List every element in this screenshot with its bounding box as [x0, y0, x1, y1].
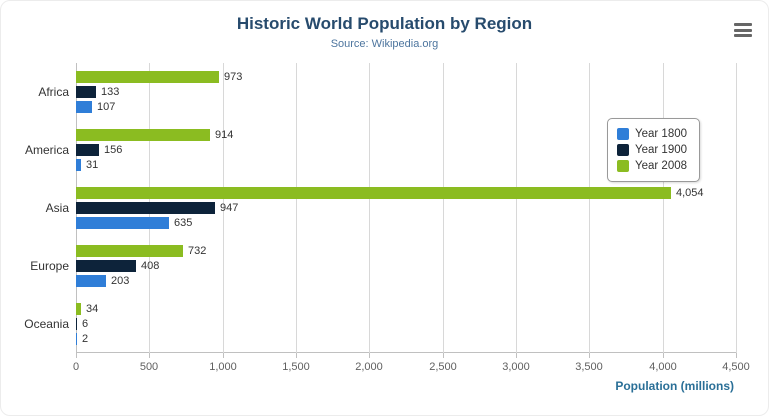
bar-value-label: 133 — [101, 86, 120, 98]
bar-value-label: 973 — [224, 71, 243, 83]
bar-value-label: 107 — [97, 101, 116, 113]
hamburger-icon[interactable] — [732, 21, 754, 39]
legend-item-year-1900[interactable]: Year 1900 — [617, 142, 687, 158]
x-axis-title: Population (millions) — [615, 379, 734, 393]
bar-europe-year-1900[interactable] — [76, 260, 136, 272]
x-tick-mark — [736, 353, 737, 358]
x-tick-label: 4,000 — [649, 361, 677, 373]
hamburger-bar — [734, 28, 752, 32]
bar-oceania-year-1800[interactable] — [76, 333, 77, 345]
y-category-label-oceania: Oceania — [24, 317, 69, 331]
bar-value-label: 635 — [174, 217, 193, 229]
bar-value-label: 6 — [82, 318, 89, 330]
legend-label: Year 2008 — [635, 160, 688, 172]
legend-swatch-icon — [617, 128, 629, 140]
x-tick-label: 1,000 — [209, 361, 237, 373]
bar-america-year-2008[interactable] — [76, 129, 210, 141]
x-tick-mark — [149, 353, 150, 358]
x-tick-mark — [369, 353, 370, 358]
hamburger-bar — [734, 34, 752, 37]
gridline — [223, 63, 224, 353]
legend-swatch-icon — [617, 160, 629, 172]
bar-africa-year-1900[interactable] — [76, 86, 96, 98]
legend-label: Year 1900 — [635, 144, 688, 156]
legend-swatch-icon — [617, 144, 629, 156]
bar-asia-year-1900[interactable] — [76, 202, 215, 214]
bar-europe-year-2008[interactable] — [76, 245, 183, 257]
legend-label: Year 1800 — [635, 128, 688, 140]
plot-area: 0 500 1,000 1,500 2,000 2,500 3,000 3,500 4,000 4… — [73, 63, 750, 373]
x-tick-label: 0 — [72, 361, 80, 373]
x-tick-mark — [589, 353, 590, 358]
x-tick-label: 4,500 — [722, 361, 750, 373]
legend: Year 1800 Year 1900 Year 2008 — [607, 118, 701, 182]
gridline — [736, 63, 737, 353]
x-tick-label: 3,500 — [575, 361, 603, 373]
x-tick-label: 2,000 — [355, 361, 383, 373]
gridline — [663, 63, 664, 353]
bar-value-label: 408 — [141, 260, 160, 272]
gridline — [589, 63, 590, 353]
gridline — [296, 63, 297, 353]
x-tick-label: 2,500 — [429, 361, 457, 373]
bar-value-label: 4,054 — [676, 187, 704, 199]
y-category-label-europe: Europe — [30, 259, 69, 273]
bar-africa-year-2008[interactable] — [76, 71, 219, 83]
legend-item-year-1800[interactable]: Year 1800 — [617, 126, 687, 142]
x-tick-mark — [296, 353, 297, 358]
bar-oceania-year-2008[interactable] — [76, 303, 81, 315]
x-tick-mark — [663, 353, 664, 358]
x-tick-mark — [443, 353, 444, 358]
bar-value-label: 914 — [215, 129, 234, 141]
bar-value-label: 203 — [111, 275, 130, 287]
x-tick-label: 500 — [139, 361, 159, 373]
bar-value-label: 34 — [86, 303, 99, 315]
chart-subtitle: Source: Wikipedia.org — [330, 38, 439, 50]
y-category-label-america: America — [24, 143, 69, 157]
bar-value-label: 732 — [188, 245, 207, 257]
x-tick-mark — [516, 353, 517, 358]
gridline — [443, 63, 444, 353]
bar-asia-year-1800[interactable] — [76, 217, 169, 229]
x-tick-mark — [223, 353, 224, 358]
x-tick-label: 1,500 — [282, 361, 310, 373]
bar-value-label: 156 — [104, 144, 123, 156]
bar-value-label: 31 — [86, 159, 99, 171]
y-category-label-asia: Asia — [45, 201, 69, 215]
bar-europe-year-1800[interactable] — [76, 275, 106, 287]
bar-oceania-year-1900[interactable] — [76, 318, 77, 330]
bar-asia-year-2008[interactable] — [76, 187, 671, 199]
x-tick-label: 3,000 — [502, 361, 530, 373]
bar-value-label: 2 — [82, 333, 89, 345]
y-category-label-africa: Africa — [38, 85, 69, 99]
legend-item-year-2008[interactable]: Year 2008 — [617, 158, 687, 174]
bar-value-label: 947 — [220, 202, 239, 214]
bar-america-year-1800[interactable] — [76, 159, 81, 171]
gridline — [369, 63, 370, 353]
bar-africa-year-1800[interactable] — [76, 101, 92, 113]
gridline — [516, 63, 517, 353]
x-tick-mark — [76, 353, 77, 358]
chart-title: Historic World Population by Region — [236, 14, 533, 33]
bar-america-year-1900[interactable] — [76, 144, 99, 156]
hamburger-bar — [734, 23, 752, 26]
